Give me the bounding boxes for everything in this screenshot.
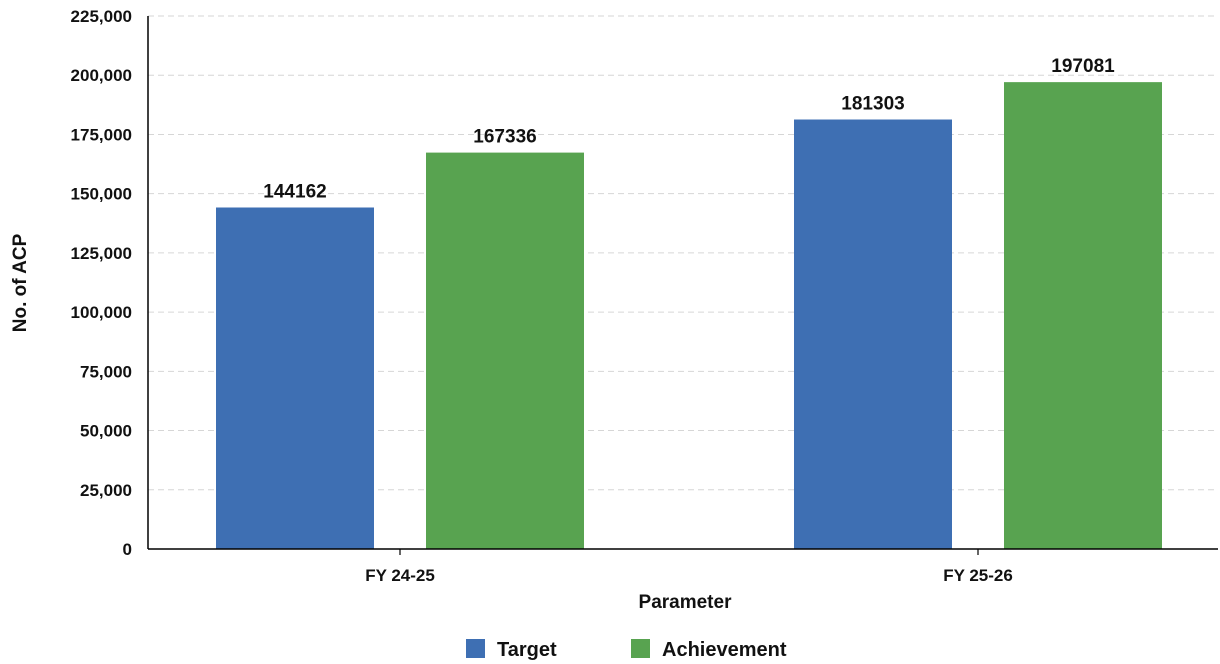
legend-label-target: Target bbox=[497, 639, 557, 661]
data-label: 144162 bbox=[263, 181, 326, 202]
y-tick-label: 75,000 bbox=[80, 362, 132, 381]
x-axis-title: Parameter bbox=[639, 592, 733, 613]
bar-target-2 bbox=[794, 119, 952, 549]
data-label: 181303 bbox=[841, 94, 904, 115]
bar-target-1 bbox=[216, 207, 374, 549]
bar-achievement-1 bbox=[426, 152, 584, 549]
y-tick-label: 100,000 bbox=[71, 303, 132, 322]
y-tick-label: 125,000 bbox=[71, 244, 132, 263]
y-tick-label: 225,000 bbox=[71, 7, 132, 26]
legend-swatch-achievement bbox=[631, 639, 650, 658]
bars bbox=[216, 82, 1162, 549]
y-axis-ticks: 0 25,000 50,000 75,000 100,000 125,000 150,000… bbox=[71, 7, 132, 559]
legend-swatch-target bbox=[466, 639, 485, 658]
y-tick-label: 175,000 bbox=[71, 125, 132, 144]
data-label: 167336 bbox=[473, 127, 536, 148]
x-tick-label: FY 25-26 bbox=[943, 566, 1013, 585]
y-tick-label: 0 bbox=[123, 540, 132, 559]
legend-label-achievement: Achievement bbox=[662, 639, 787, 661]
data-labels: 144162 167336 181303 197081 bbox=[263, 56, 1115, 202]
x-tick-label: FY 24-25 bbox=[365, 566, 435, 585]
legend: Target Achievement bbox=[466, 639, 787, 661]
x-axis-ticks: FY 24-25 FY 25-26 bbox=[365, 549, 1013, 585]
y-axis-title: No. of ACP bbox=[10, 233, 31, 332]
bar-achievement-2 bbox=[1004, 82, 1162, 549]
y-tick-label: 200,000 bbox=[71, 66, 132, 85]
y-tick-label: 25,000 bbox=[80, 481, 132, 500]
y-tick-label: 150,000 bbox=[71, 185, 132, 204]
data-label: 197081 bbox=[1051, 56, 1115, 77]
y-tick-label: 50,000 bbox=[80, 422, 132, 441]
